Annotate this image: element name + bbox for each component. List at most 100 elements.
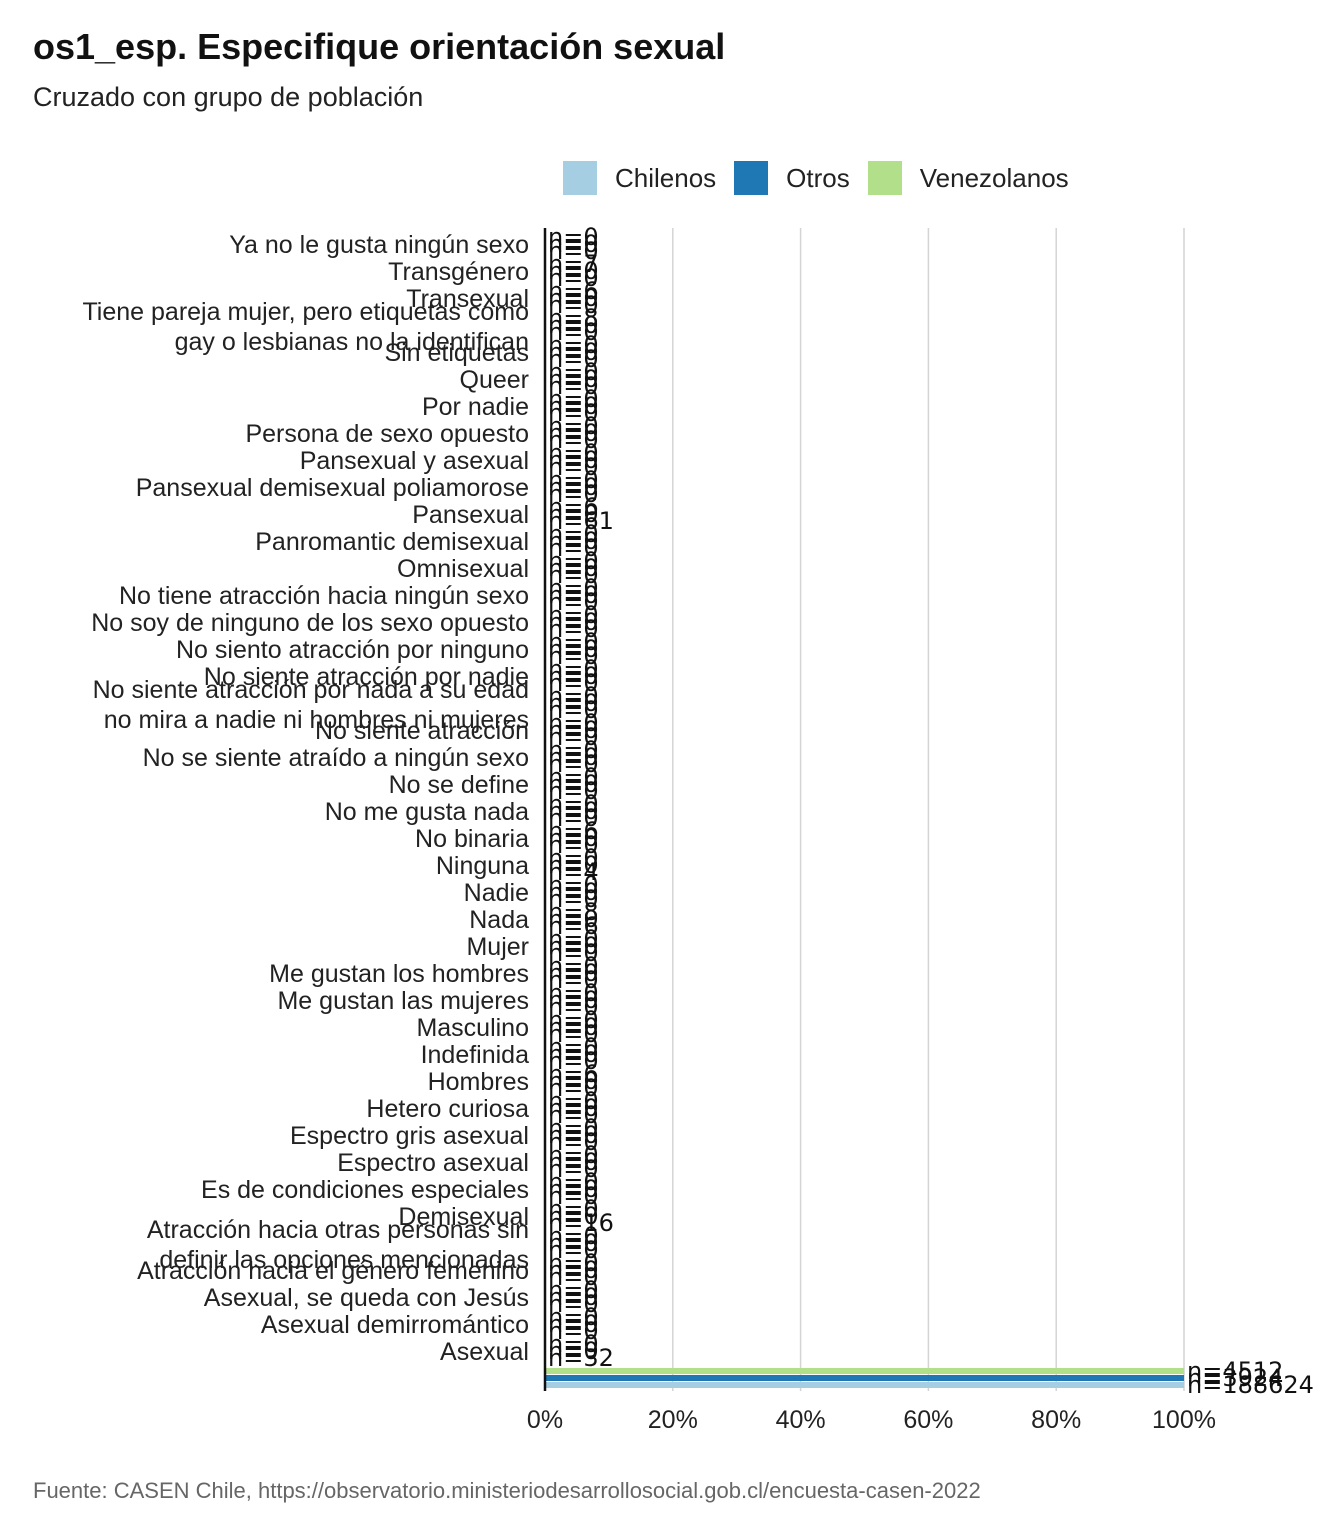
n-label-venezolanos: n=0: [548, 952, 599, 980]
n-label-venezolanos: n=7: [548, 250, 599, 278]
n-label-otros: n=0: [548, 392, 599, 420]
category-label: gay o lesbianas no la identifican: [175, 328, 529, 356]
n-label-chilenos: n=0: [548, 1182, 599, 1210]
category-label: Indefinida: [421, 1041, 530, 1069]
category-label: Espectro asexual: [337, 1149, 529, 1177]
n-label-otros: n=0: [548, 365, 599, 393]
category-label: Pansexual y asexual: [300, 447, 529, 475]
category-label: Espectro gris asexual: [290, 1122, 529, 1150]
chart-title: os1_esp. Especifique orientación sexual: [33, 26, 726, 67]
n-label-chilenos: n=0: [548, 885, 599, 913]
n-label-chilenos: n=0: [548, 939, 599, 967]
category-label: definir las opciones mencionadas: [159, 1246, 529, 1274]
n-label-chilenos: n=0: [548, 966, 599, 994]
n-label-chilenos: n=0: [548, 1317, 599, 1345]
n-label-otros: n=0: [548, 311, 599, 339]
category-label: Es de condiciones especiales: [201, 1176, 529, 1204]
n-label-otros: n=0: [548, 1013, 599, 1041]
n-label-otros: n=0: [548, 473, 599, 501]
n-label-otros: n=0: [548, 959, 599, 987]
x-tick-label: 40%: [776, 1406, 826, 1434]
x-tick-label: 20%: [648, 1406, 698, 1434]
n-label-otros: n=0: [548, 230, 599, 258]
category-label: Omnisexual: [397, 555, 529, 583]
n-label-otros: n=0: [548, 527, 599, 555]
category-label: No siente atracción por nada a su edad: [93, 676, 529, 704]
n-label-venezolanos: n=0: [548, 925, 599, 953]
category-label: Ninguna: [436, 852, 529, 880]
legend-item-otros: Otros: [734, 161, 850, 195]
category-label: Por nadie: [422, 393, 529, 421]
n-label-venezolanos: n=0: [548, 1222, 599, 1250]
chart-caption: Fuente: CASEN Chile, https://observatori…: [33, 1478, 981, 1503]
n-label-chilenos: n=61: [548, 507, 614, 535]
category-label: Hombres: [428, 1068, 529, 1096]
n-label-chilenos: n=0: [548, 1101, 599, 1129]
n-label-chilenos: n=0: [548, 1236, 599, 1264]
category-label: Atracción hacia otras personas sin: [147, 1216, 529, 1244]
n-label-venezolanos: n=0: [548, 1303, 599, 1331]
n-label-venezolanos: n=0: [548, 1087, 599, 1115]
n-label-otros: n=0: [548, 1121, 599, 1149]
n-label-otros: n=0: [548, 851, 599, 879]
n-label-otros: n=0: [548, 608, 599, 636]
n-label-venezolanos: n=0: [548, 1033, 599, 1061]
n-label-chilenos: n=0: [548, 1074, 599, 1102]
legend-swatch-chilenos: [563, 161, 597, 195]
n-label-venezolanos: n=0: [548, 331, 599, 359]
n-label-venezolanos: n=0: [548, 520, 599, 548]
n-label-otros: n=0: [548, 1067, 599, 1095]
x-tick-label: 0%: [527, 1406, 563, 1434]
category-label: No soy de ninguno de los sexo opuesto: [91, 609, 529, 637]
category-label: Demisexual: [398, 1203, 529, 1231]
n-label-otros: n=0: [548, 635, 599, 663]
n-label-otros: n=3924: [1187, 1364, 1283, 1392]
n-label-venezolanos: n=0: [548, 223, 599, 251]
n-label-venezolanos: n=6: [548, 1060, 599, 1088]
category-label: Panromantic demisexual: [255, 528, 529, 556]
n-label-chilenos: n=0: [548, 291, 599, 319]
category-label: Masculino: [416, 1014, 529, 1042]
n-label-chilenos: n=0: [548, 1020, 599, 1048]
n-label-chilenos: n=32: [548, 1344, 614, 1372]
n-label-otros: n=0: [548, 1175, 599, 1203]
n-label-venezolanos: n=0: [548, 1141, 599, 1169]
category-label: Tiene pareja mujer, pero etiquetas como: [82, 298, 529, 326]
n-label-venezolanos: n=0: [548, 439, 599, 467]
n-label-venezolanos: n=0: [548, 601, 599, 629]
category-label: Asexual, se queda con Jesús: [204, 1284, 529, 1312]
n-label-venezolanos: n=0: [548, 1276, 599, 1304]
chart-subtitle: Cruzado con grupo de población: [33, 82, 424, 112]
n-label-venezolanos: n=0: [548, 979, 599, 1007]
n-label-chilenos: n=0: [548, 237, 599, 265]
n-label-chilenos: n=0: [548, 1263, 599, 1291]
n-label-venezolanos: n=0: [548, 547, 599, 575]
n-label-otros: n=0: [548, 770, 599, 798]
category-label: Persona de sexo opuesto: [245, 420, 529, 448]
legend-label-chilenos: Chilenos: [615, 162, 717, 193]
n-label-venezolanos: n=8: [548, 898, 599, 926]
n-label-venezolanos: n=0: [548, 358, 599, 386]
legend-label-venezolanos: Venezolanos: [919, 162, 1069, 193]
n-label-otros: n=0: [548, 1094, 599, 1122]
n-label-otros: n=0: [548, 1283, 599, 1311]
n-label-venezolanos: n=0: [548, 466, 599, 494]
category-label: No me gusta nada: [325, 798, 529, 826]
n-label-venezolanos: n=0: [548, 1006, 599, 1034]
n-label-otros: n=0: [548, 1337, 599, 1365]
x-tick-label: 60%: [903, 1406, 953, 1434]
n-label-otros: n=0: [548, 986, 599, 1014]
n-label-venezolanos: n=0: [548, 385, 599, 413]
category-label: Ya no le gusta ningún sexo: [229, 231, 529, 259]
category-label: Pansexual demisexual poliamorose: [136, 474, 529, 502]
n-label-chilenos: n=0: [548, 669, 599, 697]
category-label: Queer: [460, 366, 529, 394]
category-label: No siente atracción: [315, 717, 529, 745]
n-label-venezolanos: n=0: [548, 790, 599, 818]
n-label-otros: n=0: [548, 1256, 599, 1284]
n-label-otros: n=0: [548, 662, 599, 690]
n-label-venezolanos: n=0: [548, 628, 599, 656]
n-label-chilenos: n=188624: [1187, 1371, 1314, 1399]
category-label: No siento atracción por ninguno: [176, 636, 529, 664]
